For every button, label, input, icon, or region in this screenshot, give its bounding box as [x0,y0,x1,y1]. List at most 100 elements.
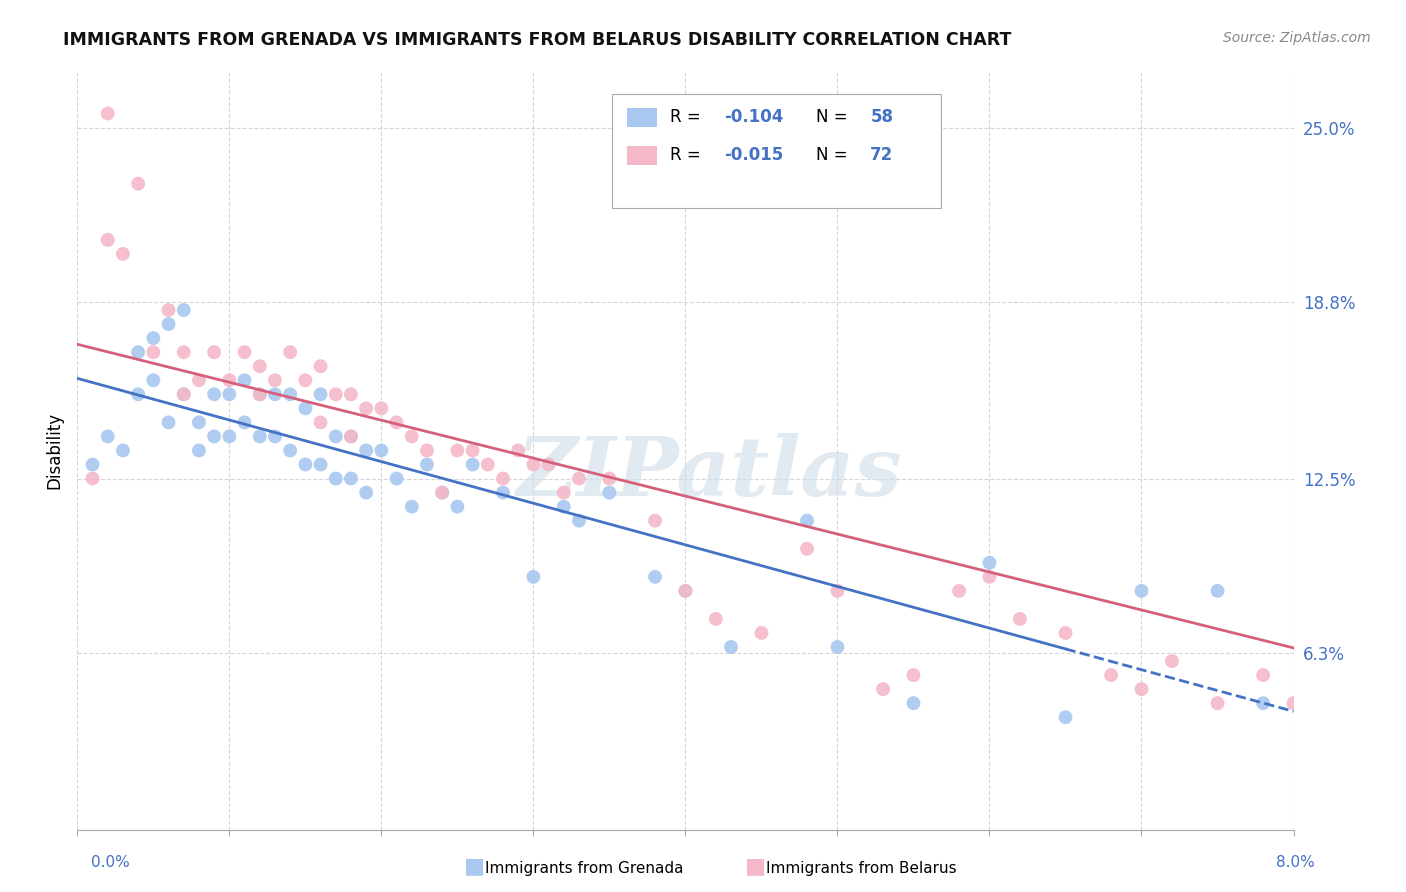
Point [218,387,240,401]
Point [157,317,180,331]
Point [202,345,225,359]
Point [127,345,149,359]
Point [264,429,287,443]
Point [309,387,332,401]
Point [568,471,591,485]
Text: ■: ■ [745,856,766,876]
Point [249,387,271,401]
Point [568,514,591,528]
Point [598,485,620,500]
Point [249,429,271,443]
Point [1206,583,1229,598]
Point [97,106,120,120]
Point [416,443,439,458]
Point [704,612,727,626]
Point [97,233,120,247]
Point [354,401,377,416]
Text: N =: N = [815,145,852,164]
Point [1251,668,1274,682]
Point [827,640,849,654]
Point [294,373,316,387]
Point [903,668,925,682]
Text: 0.0%: 0.0% [91,855,131,870]
Point [127,177,149,191]
Point [340,471,363,485]
Point [278,443,301,458]
Point [553,500,575,514]
Point [948,583,970,598]
Point [264,387,287,401]
Point [173,303,195,318]
Point [1054,710,1077,724]
Text: 8.0%: 8.0% [1275,855,1315,870]
Point [461,458,484,472]
Point [401,429,423,443]
Bar [627,108,658,127]
Text: 72: 72 [870,145,894,164]
Point [416,458,439,472]
Point [1206,696,1229,710]
Point [446,443,468,458]
Text: IMMIGRANTS FROM GRENADA VS IMMIGRANTS FROM BELARUS DISABILITY CORRELATION CHART: IMMIGRANTS FROM GRENADA VS IMMIGRANTS FR… [63,31,1012,49]
Point [340,429,363,443]
Point [82,471,104,485]
Point [340,387,363,401]
Bar [627,145,658,165]
Point [173,345,195,359]
Point [446,500,468,514]
Point [157,303,180,318]
Point [142,373,165,387]
Point [264,373,287,387]
Point [675,583,697,598]
Text: -0.015: -0.015 [724,145,783,164]
Point [233,345,256,359]
Point [720,640,742,654]
Point [97,429,120,443]
Point [202,387,225,401]
Text: ■: ■ [464,856,485,876]
Point [370,443,392,458]
Point [340,429,363,443]
Point [173,387,195,401]
Point [508,443,530,458]
Point [522,570,544,584]
Point [522,458,544,472]
Text: Immigrants from Belarus: Immigrants from Belarus [766,861,957,876]
Point [294,458,316,472]
Point [233,373,256,387]
Point [249,387,271,401]
Point [537,458,560,472]
Point [142,345,165,359]
Point [675,583,697,598]
Text: Immigrants from Grenada: Immigrants from Grenada [485,861,683,876]
Point [385,471,408,485]
Point [188,443,211,458]
Point [385,416,408,430]
Point [1358,668,1381,682]
Point [644,570,666,584]
Point [309,416,332,430]
Point [370,401,392,416]
Point [142,331,165,345]
Text: N =: N = [815,108,852,126]
Point [979,556,1001,570]
Point [82,458,104,472]
Point [1160,654,1182,668]
Point [430,485,453,500]
Text: 58: 58 [870,108,893,126]
Point [218,429,240,443]
Point [218,373,240,387]
Point [1130,682,1153,697]
Point [1251,696,1274,710]
Point [1130,583,1153,598]
Point [477,458,499,472]
Point [249,359,271,374]
Point [1008,612,1031,626]
Text: R =: R = [669,145,706,164]
Point [202,429,225,443]
Point [111,247,134,261]
Y-axis label: Disability: Disability [45,412,63,489]
Point [492,471,515,485]
Point [111,443,134,458]
Point [461,443,484,458]
